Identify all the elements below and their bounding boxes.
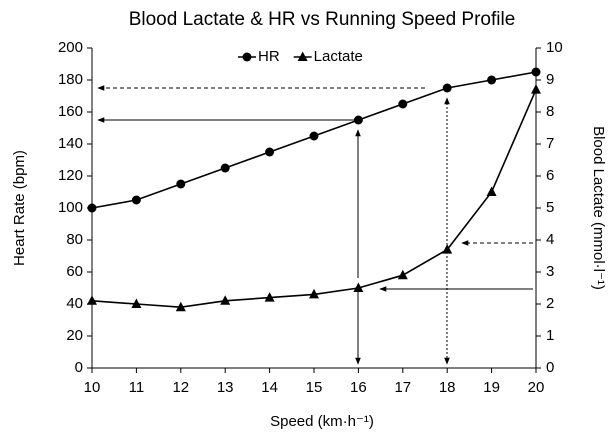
triangle-marker bbox=[353, 282, 364, 292]
y-tick-label: 140 bbox=[58, 135, 83, 152]
circle-marker bbox=[242, 52, 252, 62]
triangle-marker bbox=[297, 51, 308, 61]
y2-tick-label: 7 bbox=[546, 135, 554, 152]
y2-tick-label: 8 bbox=[546, 103, 554, 120]
x-tick-label: 17 bbox=[394, 379, 411, 396]
y2-tick-label: 2 bbox=[546, 295, 554, 312]
triangle-marker bbox=[397, 269, 408, 280]
y-tick-label: 20 bbox=[66, 327, 83, 344]
triangle-marker bbox=[87, 295, 97, 305]
circle-marker bbox=[309, 131, 319, 141]
triangle-marker bbox=[131, 298, 142, 308]
x-tick-label: 15 bbox=[306, 379, 323, 396]
x-tick-label: 16 bbox=[350, 379, 367, 396]
triangle-marker bbox=[175, 301, 186, 312]
circle-marker bbox=[398, 99, 408, 109]
annotations bbox=[97, 85, 533, 365]
x-tick-label: 12 bbox=[172, 379, 189, 396]
x-tick-label: 13 bbox=[217, 379, 234, 396]
circle-marker bbox=[265, 147, 275, 157]
y-tick-label: 120 bbox=[58, 167, 83, 184]
circle-marker bbox=[442, 83, 452, 93]
series-line bbox=[91, 89, 537, 309]
legend-label: HR bbox=[258, 48, 280, 65]
x-tick-label: 19 bbox=[483, 379, 500, 396]
y2-tick-label: 4 bbox=[546, 231, 554, 248]
y2-tick-label: 1 bbox=[546, 327, 554, 344]
y2-tick-label: 5 bbox=[546, 199, 554, 216]
x-tick-label: 10 bbox=[84, 379, 101, 396]
y-tick-label: 0 bbox=[75, 359, 83, 376]
y-tick-label: 200 bbox=[58, 39, 83, 56]
circle-marker bbox=[176, 179, 186, 189]
circle-marker bbox=[220, 163, 230, 173]
y2-tick-label: 0 bbox=[546, 359, 554, 376]
circle-marker bbox=[531, 67, 541, 77]
circle-marker bbox=[353, 115, 363, 125]
circle-marker bbox=[87, 203, 97, 213]
y-tick-label: 180 bbox=[58, 71, 83, 88]
triangle-marker bbox=[442, 244, 453, 254]
triangle-marker bbox=[531, 84, 541, 94]
triangle-marker bbox=[220, 295, 231, 305]
y2-axis-label: Blood Lactate (mmol·l⁻¹) bbox=[590, 126, 607, 290]
y2-tick-label: 9 bbox=[546, 71, 554, 88]
triangle-marker bbox=[486, 186, 497, 196]
x-tick-label: 18 bbox=[439, 379, 456, 396]
y-tick-label: 100 bbox=[58, 199, 83, 216]
y-tick-label: 40 bbox=[66, 295, 83, 312]
triangle-marker bbox=[264, 292, 275, 302]
x-axis-label: Speed (km·h⁻¹) bbox=[270, 413, 374, 430]
y-tick-label: 160 bbox=[58, 103, 83, 120]
x-tick-label: 11 bbox=[129, 379, 145, 396]
y-tick-label: 80 bbox=[66, 231, 83, 248]
y2-tick-label: 3 bbox=[546, 263, 554, 280]
circle-marker bbox=[131, 195, 141, 205]
legend-label: Lactate bbox=[314, 48, 363, 65]
circle-marker bbox=[487, 75, 497, 85]
y-axis-label: Heart Rate (bpm) bbox=[11, 150, 28, 266]
triangle-marker bbox=[309, 288, 319, 299]
x-tick-label: 14 bbox=[261, 379, 278, 396]
x-tick-label: 20 bbox=[528, 379, 545, 396]
chart-title: Blood Lactate & HR vs Running Speed Prof… bbox=[129, 9, 516, 30]
y2-tick-label: 10 bbox=[546, 39, 563, 56]
y-tick-label: 60 bbox=[66, 263, 83, 280]
y2-tick-label: 6 bbox=[546, 167, 554, 184]
